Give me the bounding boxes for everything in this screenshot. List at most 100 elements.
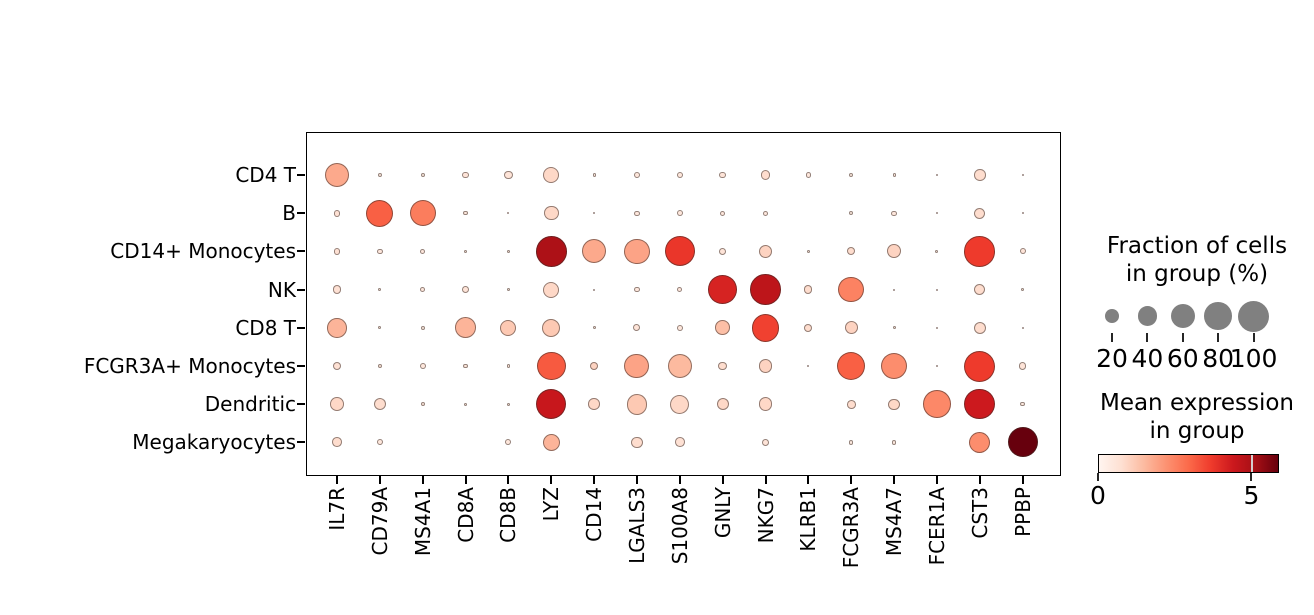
dot (593, 212, 596, 215)
dot (505, 439, 512, 446)
dot (634, 286, 640, 293)
dot (462, 286, 469, 294)
dot (377, 248, 383, 255)
size-legend-tick (1181, 333, 1184, 342)
dot (332, 285, 342, 294)
y-tick-label: CD4 T (235, 163, 296, 187)
x-tick (464, 476, 467, 484)
size-legend-tick (1252, 333, 1255, 342)
dot (893, 288, 896, 291)
dot (719, 247, 727, 255)
dot (378, 326, 382, 330)
y-tick-label: B (282, 201, 296, 226)
dot (1020, 402, 1025, 407)
x-tick (721, 476, 724, 484)
dot (935, 249, 939, 253)
dot (463, 363, 468, 369)
dot (633, 171, 641, 179)
dot (974, 207, 986, 219)
y-tick (297, 403, 305, 406)
dot (751, 313, 780, 342)
dot (1021, 288, 1025, 292)
dot (719, 210, 726, 216)
x-tick (850, 476, 853, 484)
dot (973, 169, 986, 181)
dot (536, 389, 567, 420)
size-legend-title-line2: in group (%) (1125, 261, 1269, 287)
y-tick (297, 250, 305, 253)
x-tick-label: LGALS3 (624, 487, 649, 564)
dot (463, 211, 468, 216)
dot (935, 326, 938, 329)
size-legend-value: 100 (1229, 344, 1278, 373)
x-tick (593, 476, 596, 484)
x-tick-label: NKG7 (753, 487, 778, 544)
x-tick-label: MS4A7 (882, 487, 907, 557)
dot (849, 211, 854, 216)
dot (419, 362, 426, 370)
dot (716, 398, 729, 411)
dot (677, 286, 683, 293)
dot (891, 440, 897, 445)
dot (330, 397, 344, 412)
x-tick (1021, 476, 1024, 484)
colorbar-tick-label: 0 (1090, 481, 1106, 510)
dot (718, 361, 728, 371)
x-tick (336, 476, 338, 484)
dot (936, 212, 938, 215)
dot (807, 365, 810, 368)
dot (455, 317, 476, 339)
dot (936, 288, 938, 291)
dot (506, 288, 510, 292)
dot (974, 284, 986, 296)
color-legend-title: Mean expression in group (1080, 389, 1314, 445)
x-tick (978, 476, 981, 484)
dot (973, 321, 986, 334)
size-legend-dot (1170, 303, 1195, 328)
dot (676, 324, 683, 331)
y-tick-label: NK (267, 277, 296, 302)
dot (887, 244, 901, 259)
y-tick (297, 288, 305, 291)
dot (1019, 248, 1026, 255)
dot (634, 210, 640, 216)
x-tick-label: FCGR3A (839, 487, 864, 569)
x-tick (807, 476, 810, 484)
dot (588, 398, 600, 410)
dot (624, 353, 650, 379)
dot (506, 249, 510, 253)
dot (464, 402, 468, 406)
dot (844, 321, 858, 335)
x-tick (764, 476, 767, 484)
dot (589, 361, 599, 371)
dot (880, 352, 908, 380)
dot (804, 285, 813, 294)
dot (892, 326, 896, 330)
size-legend-value: 40 (1131, 344, 1164, 373)
x-tick-label: MS4A1 (410, 487, 435, 557)
x-tick-label: PPBP (1010, 487, 1035, 537)
dot (670, 394, 690, 414)
dot (964, 388, 995, 420)
dot (676, 171, 683, 179)
dot (500, 319, 517, 336)
dot (409, 200, 436, 227)
dot (626, 393, 648, 415)
size-legend-tick (1146, 333, 1149, 342)
dot (762, 438, 769, 446)
dot (536, 351, 566, 381)
dot (633, 324, 641, 332)
size-legend-value: 20 (1096, 344, 1128, 373)
colorbar-axis-tick (1250, 473, 1253, 481)
dot (373, 398, 386, 411)
y-tick-label: FCGR3A+ Monocytes (83, 354, 296, 378)
dot (378, 288, 382, 292)
dot (332, 437, 342, 448)
x-tick (893, 476, 896, 484)
dot (506, 364, 510, 368)
x-tick-label: KLRB1 (796, 487, 821, 552)
size-legend-tick (1217, 333, 1220, 342)
dot (377, 172, 383, 178)
y-tick (297, 326, 305, 329)
size-legend-value: 60 (1166, 344, 1199, 373)
